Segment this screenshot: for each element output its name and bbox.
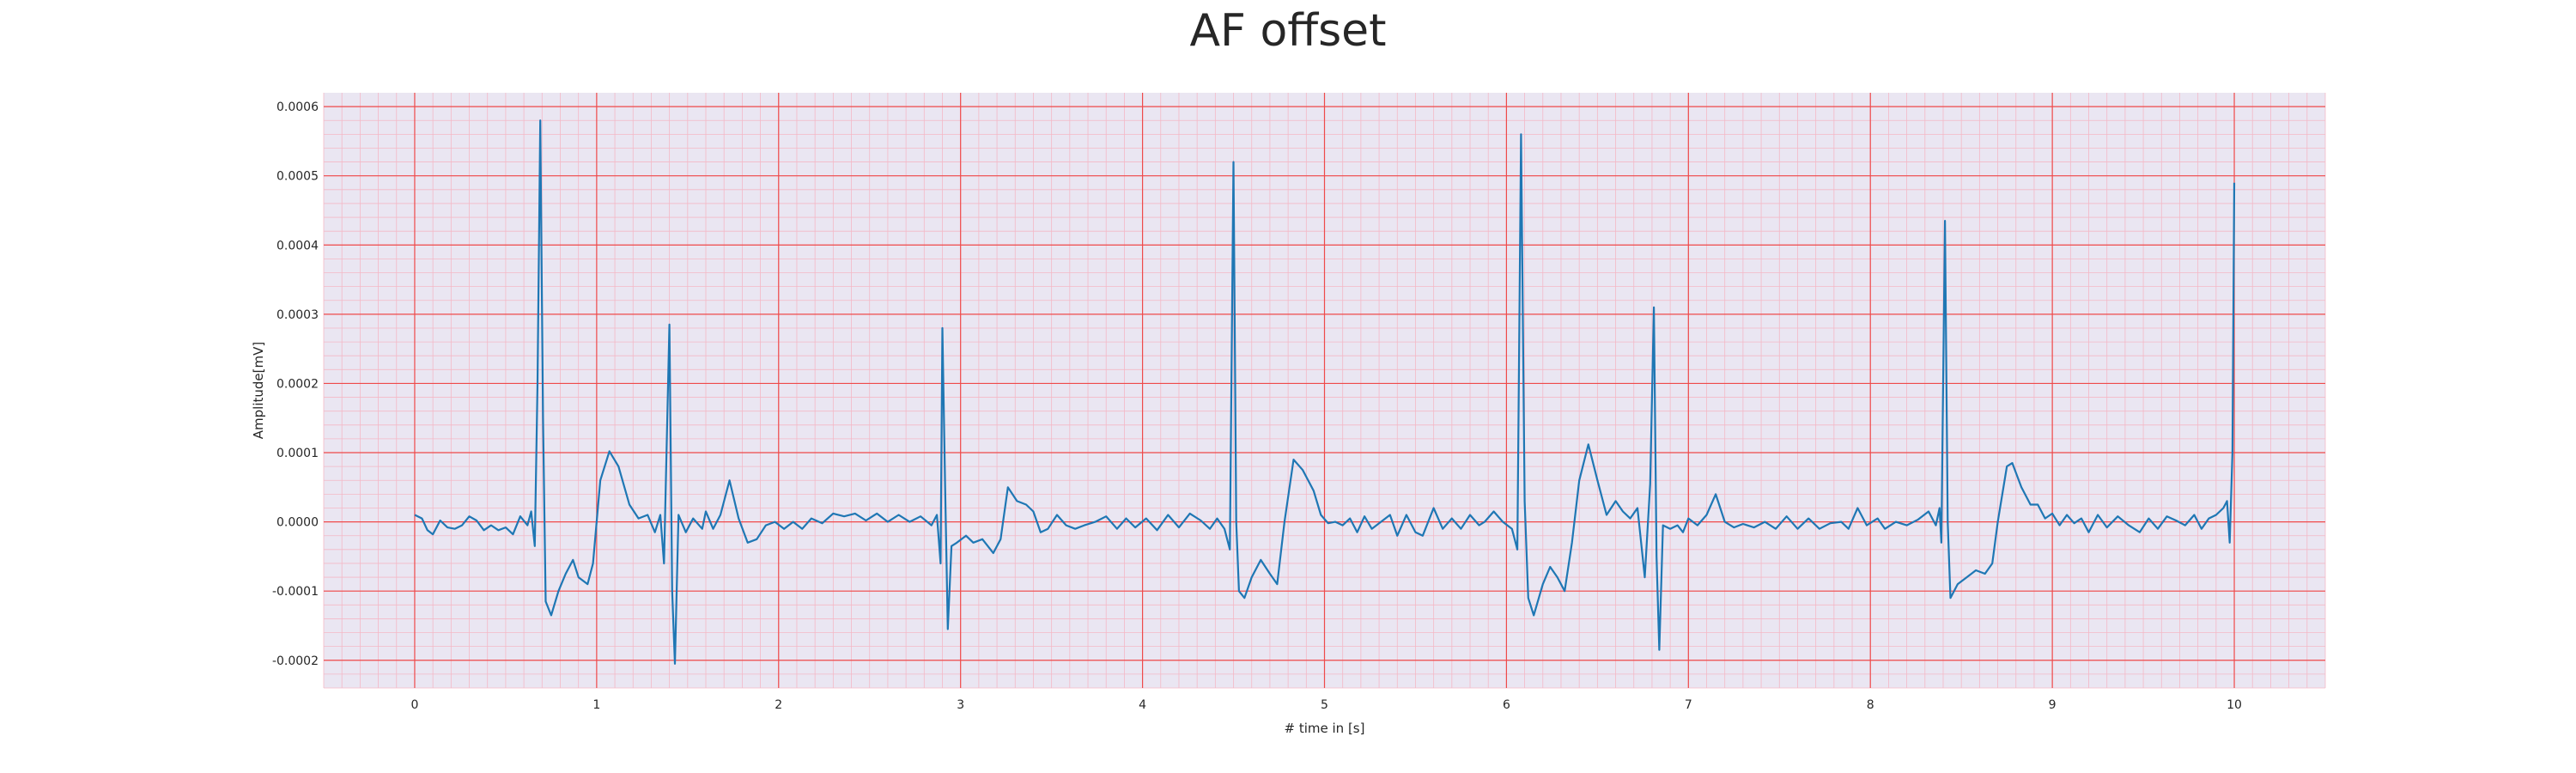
y-tick-label: 0.0002 bbox=[276, 377, 319, 391]
y-tick-label: 0.0003 bbox=[276, 308, 319, 322]
y-tick-label: 0.0001 bbox=[276, 447, 319, 460]
x-tick-label: 10 bbox=[2227, 698, 2242, 712]
x-axis: 0 1 2 3 4 5 6 7 8 9 10 bbox=[410, 698, 2241, 712]
x-tick-label: 9 bbox=[2049, 698, 2057, 712]
y-tick-label: 0.0006 bbox=[276, 100, 319, 114]
x-axis-label: # time in [s] bbox=[1285, 721, 1365, 736]
y-tick-label: 0.0000 bbox=[276, 516, 319, 530]
x-tick-label: 7 bbox=[1685, 698, 1692, 712]
x-tick-label: 6 bbox=[1503, 698, 1510, 712]
x-tick-label: 1 bbox=[592, 698, 600, 712]
x-tick-label: 4 bbox=[1139, 698, 1146, 712]
y-axis-label: Amplitude[mV] bbox=[251, 342, 266, 439]
y-tick-label: -0.0001 bbox=[272, 585, 319, 599]
x-tick-label: 2 bbox=[775, 698, 782, 712]
x-tick-label: 5 bbox=[1321, 698, 1328, 712]
x-tick-label: 3 bbox=[957, 698, 964, 712]
x-tick-label: 0 bbox=[410, 698, 418, 712]
major-grid bbox=[324, 93, 2325, 688]
chart-title: AF offset bbox=[1189, 5, 1387, 57]
y-tick-label: -0.0002 bbox=[272, 654, 319, 668]
y-tick-label: 0.0004 bbox=[276, 239, 319, 253]
ecg-series-line bbox=[414, 119, 2236, 665]
x-tick-label: 8 bbox=[1867, 698, 1874, 712]
y-tick-label: 0.0005 bbox=[276, 170, 319, 184]
y-axis: -0.0002 -0.0001 0.0000 0.0001 0.0002 0.0003 0.… bbox=[272, 100, 319, 668]
